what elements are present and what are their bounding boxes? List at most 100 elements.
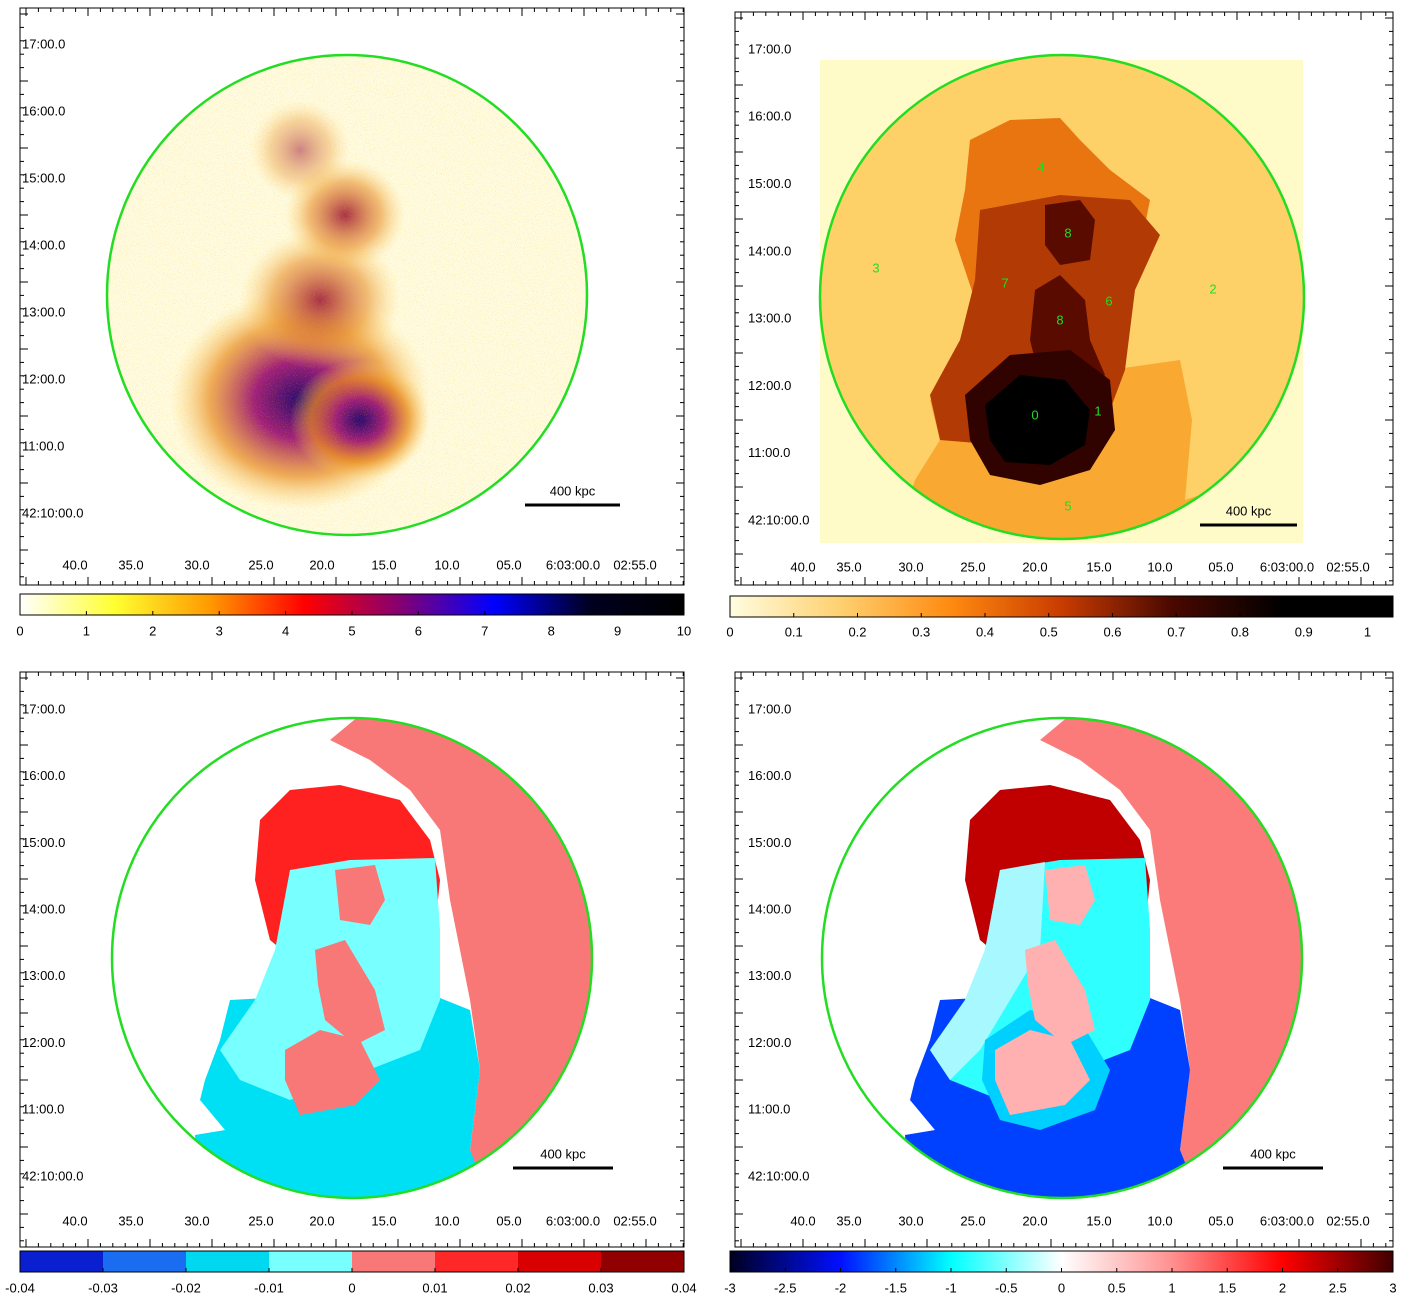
- y-tick-label: 16:00.0: [748, 109, 791, 124]
- colorbar-tick-label: -2: [835, 1280, 847, 1295]
- colorbar-tick-label: -0.04: [5, 1280, 35, 1295]
- colorbar-segment: [601, 1251, 685, 1272]
- image-counts: [100, 50, 600, 550]
- x-tick-label: 40.0: [62, 557, 87, 572]
- colorbar-tick-label: 1: [1168, 1280, 1175, 1295]
- y-tick-label: 17:00.0: [748, 41, 791, 56]
- x-tick-label: 6:03:00.0: [546, 557, 600, 572]
- y-tick-label: 12:00.0: [22, 1035, 65, 1050]
- colorbar-tick-label: 8: [548, 623, 555, 638]
- colorbar-tick-label: -0.01: [254, 1280, 284, 1295]
- colorbar-tick-label: -2.5: [774, 1280, 796, 1295]
- x-tick-label: 20.0: [1022, 559, 1047, 574]
- x-tick-label: 6:03:00.0: [546, 1213, 600, 1228]
- colorbar-tick-label: 0.03: [588, 1280, 613, 1295]
- colorbar-tick-label: 0.8: [1231, 624, 1249, 639]
- colorbar-tick-label: 7: [481, 623, 488, 638]
- colorbar-tick-label: 1: [1364, 624, 1371, 639]
- x-tick-label: 25.0: [960, 1213, 985, 1228]
- x-tick-label: 30.0: [898, 1213, 923, 1228]
- y-tick-label: 42:10:00.0: [748, 513, 809, 528]
- colorbar-tick-label: 1: [83, 623, 90, 638]
- x-tick-label: 30.0: [184, 557, 209, 572]
- x-tick-label: 35.0: [836, 559, 861, 574]
- x-tick-label: 40.0: [62, 1213, 87, 1228]
- x-tick-label: 6:03:00.0: [1260, 1213, 1314, 1228]
- x-tick-label: 15.0: [1086, 1213, 1111, 1228]
- x-tick-label: 02:55.0: [613, 1213, 656, 1228]
- x-tick-label: 35.0: [118, 1213, 143, 1228]
- y-tick-label: 13:00.0: [22, 968, 65, 983]
- image-regions: [822, 715, 1310, 1200]
- region-label: 3: [872, 260, 879, 275]
- colorbar-tick-label: -1: [945, 1280, 957, 1295]
- y-tick-label: 17:00.0: [22, 701, 65, 716]
- y-tick-label: 14:00.0: [748, 243, 791, 258]
- x-tick-label: 10.0: [1147, 1213, 1172, 1228]
- y-tick-label: 17:00.0: [748, 701, 791, 716]
- region-label: 2: [1209, 281, 1216, 296]
- colorbar-tick-label: 3: [1389, 1280, 1396, 1295]
- scale-bar-label: 400 kpc: [1226, 503, 1272, 518]
- colorbar-tick-label: -0.03: [88, 1280, 118, 1295]
- y-tick-label: 12:00.0: [748, 378, 791, 393]
- colorbar-tick-label: 0.5: [1108, 1280, 1126, 1295]
- colorbar-tick-label: -0.5: [995, 1280, 1017, 1295]
- y-tick-label: 12:00.0: [748, 1035, 791, 1050]
- colorbar-tick-label: 6: [415, 623, 422, 638]
- y-tick-label: 14:00.0: [748, 902, 791, 917]
- x-tick-label: 6:03:00.0: [1260, 559, 1314, 574]
- y-tick-label: 17:00.0: [22, 36, 65, 51]
- colorbar-tick-label: 0.04: [671, 1280, 696, 1295]
- region-label: 6: [1105, 293, 1112, 308]
- x-tick-label: 40.0: [790, 1213, 815, 1228]
- colorbar-tick-label: 0.02: [505, 1280, 530, 1295]
- scale-bar-label: 400 kpc: [1250, 1146, 1296, 1161]
- y-tick-label: 15:00.0: [22, 170, 65, 185]
- colorbar-segment: [103, 1251, 187, 1272]
- region-label: 8: [1056, 312, 1063, 327]
- colorbar-tick-label: 0.5: [1040, 624, 1058, 639]
- y-tick-label: 12:00.0: [22, 371, 65, 386]
- scale-bar-label: 400 kpc: [540, 1146, 586, 1161]
- colorbar-tick-label: 0.6: [1103, 624, 1121, 639]
- x-tick-label: 35.0: [118, 557, 143, 572]
- x-tick-label: 15.0: [1086, 559, 1111, 574]
- region-label: 8: [1064, 225, 1071, 240]
- region-label: 7: [1001, 275, 1008, 290]
- region-label: 0: [1031, 407, 1038, 422]
- x-tick-label: 10.0: [434, 1213, 459, 1228]
- y-tick-label: 15:00.0: [748, 176, 791, 191]
- colorbar-tick-label: 3: [216, 623, 223, 638]
- x-tick-label: 25.0: [248, 1213, 273, 1228]
- colorbar-tick-label: 2: [149, 623, 156, 638]
- colorbar-tick-label: 0: [16, 623, 23, 638]
- x-tick-label: 02:55.0: [613, 557, 656, 572]
- y-tick-label: 42:10:00.0: [748, 1168, 809, 1183]
- y-tick-label: 11:00.0: [748, 1102, 790, 1117]
- y-tick-label: 13:00.0: [748, 968, 791, 983]
- colorbar-tick-label: 10: [677, 623, 691, 638]
- y-tick-label: 14:00.0: [22, 902, 65, 917]
- colorbar-tick-label: 0: [348, 1280, 355, 1295]
- x-tick-label: 05.0: [496, 557, 521, 572]
- image-regions: [112, 715, 600, 1200]
- colorbar-tick-label: 1.5: [1218, 1280, 1236, 1295]
- colorbar: [730, 596, 1393, 617]
- colorbar-tick-label: 5: [348, 623, 355, 638]
- colorbar-tick-label: 4: [282, 623, 289, 638]
- y-tick-label: 11:00.0: [748, 445, 790, 460]
- y-tick-label: 16:00.0: [22, 103, 65, 118]
- colorbar-tick-label: 0: [1058, 1280, 1065, 1295]
- x-tick-label: 25.0: [248, 557, 273, 572]
- x-tick-label: 30.0: [898, 559, 923, 574]
- colorbar-tick-label: -1.5: [885, 1280, 907, 1295]
- colorbar-tick-label: 2: [1279, 1280, 1286, 1295]
- x-tick-label: 05.0: [1208, 1213, 1233, 1228]
- y-tick-label: 16:00.0: [22, 768, 65, 783]
- colorbar-tick-label: 0.2: [848, 624, 866, 639]
- y-tick-label: 14:00.0: [22, 237, 65, 252]
- colorbar-tick-label: 9: [614, 623, 621, 638]
- y-tick-label: 42:10:00.0: [22, 505, 83, 520]
- x-tick-label: 10.0: [434, 557, 459, 572]
